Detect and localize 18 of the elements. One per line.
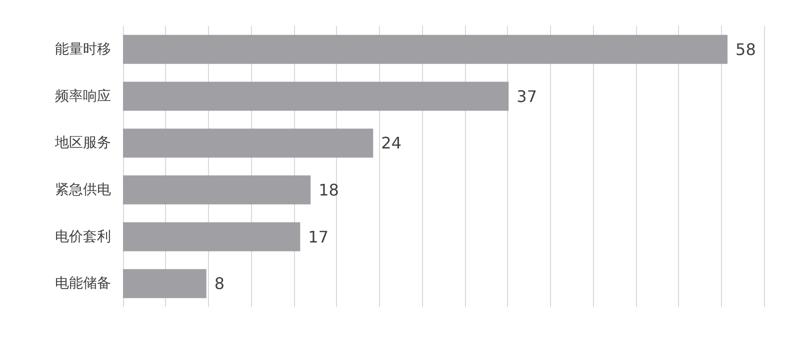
bar	[123, 222, 300, 252]
bar	[123, 34, 728, 64]
y-tick-label: 地区服务	[54, 135, 111, 152]
y-tick-label: 能量时移	[55, 41, 111, 58]
data-label: 58	[736, 40, 756, 59]
bar	[123, 175, 311, 204]
data-label: 8	[214, 274, 225, 294]
bar	[123, 82, 509, 111]
y-tick-label: 电能储备	[55, 276, 111, 292]
bar	[123, 128, 374, 158]
bar	[123, 269, 206, 298]
data-label: 24	[381, 134, 402, 153]
data-label: 17	[308, 227, 329, 246]
data-label: 18	[318, 180, 339, 200]
y-tick-label: 电价套利	[55, 228, 111, 245]
data-label: 37	[516, 86, 537, 106]
y-tick-label: 频率响应	[55, 88, 111, 104]
y-tick-label: 紧急供电	[55, 182, 111, 198]
